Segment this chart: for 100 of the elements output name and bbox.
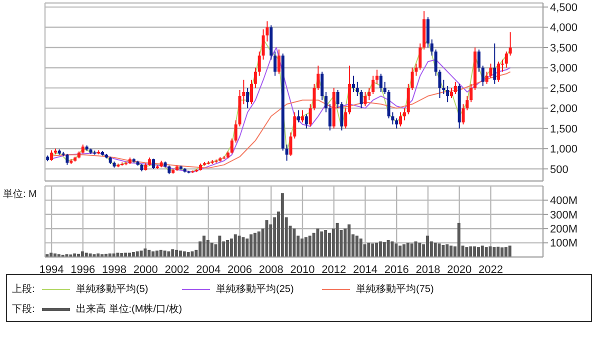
bar (202, 236, 206, 257)
x-tick-label: 2010 (290, 264, 315, 276)
bar (148, 250, 151, 257)
bar (414, 241, 418, 257)
bar (320, 231, 324, 257)
candlestick (250, 79, 254, 105)
candlestick (277, 49, 280, 74)
candlestick (230, 138, 234, 154)
bar (171, 249, 174, 257)
y-tick-label: 2,000 (550, 103, 578, 116)
bar (280, 193, 284, 257)
y-tick-label: 3,000 (550, 62, 578, 75)
bar (375, 242, 378, 257)
bar (426, 236, 430, 257)
candlestick (308, 104, 312, 127)
candlestick (418, 42, 422, 70)
bar (465, 247, 468, 257)
candlestick (402, 108, 406, 121)
candlestick (246, 87, 250, 109)
bar (378, 241, 382, 257)
bar (178, 250, 182, 257)
x-tick-label: 2012 (322, 264, 346, 276)
candlestick (395, 118, 398, 129)
bar (218, 236, 222, 257)
candlestick (285, 144, 288, 162)
candlestick (497, 61, 500, 82)
candlestick (446, 85, 450, 103)
candlestick (364, 92, 367, 107)
line-series (51, 71, 511, 169)
bar (226, 240, 230, 257)
y-axis-title: 単位: M (3, 188, 37, 201)
bar (355, 236, 358, 257)
bar (504, 247, 508, 257)
candlestick (328, 104, 332, 131)
x-tick-label: 2022 (478, 264, 503, 276)
bar (492, 247, 496, 257)
candlestick (450, 87, 454, 99)
bar (312, 232, 316, 257)
x-tick-label: 2018 (416, 264, 440, 276)
bar (257, 231, 260, 257)
candlestick (320, 71, 324, 101)
bar (344, 228, 347, 257)
x-tick-label: 2002 (164, 264, 190, 276)
candlestick (304, 114, 308, 129)
bar (163, 250, 166, 257)
candlestick (379, 73, 382, 92)
candlestick (300, 110, 304, 123)
bar (488, 246, 492, 257)
bar (304, 237, 308, 257)
bar (410, 244, 414, 257)
bar (386, 240, 390, 257)
bar (234, 234, 237, 257)
bar (469, 246, 472, 257)
candlestick (454, 81, 457, 95)
x-tick-label: 1998 (102, 264, 127, 276)
candlestick (356, 81, 359, 97)
bar (230, 238, 233, 257)
bar (406, 242, 410, 257)
y-tick-label: 4,000 (550, 22, 578, 34)
candlestick (372, 75, 375, 95)
text: 上段: (12, 282, 36, 296)
candlestick (430, 38, 434, 56)
candlestick (289, 132, 292, 156)
bar (398, 246, 402, 257)
candlestick (234, 120, 238, 144)
candlestick (493, 42, 496, 84)
y-tick-label: 500 (550, 164, 568, 176)
bar (496, 246, 500, 257)
y-tick-label: 1,000 (550, 144, 578, 156)
bar (328, 232, 331, 257)
bar (367, 242, 370, 257)
bar (446, 244, 449, 257)
candlestick (508, 32, 512, 56)
bar (186, 252, 190, 257)
bar (210, 242, 214, 257)
bar (457, 222, 460, 257)
bar (508, 246, 512, 257)
bar (450, 246, 453, 257)
legend-label: 単純移動平均(5) (76, 283, 148, 296)
bar (246, 238, 249, 257)
candlestick (352, 75, 355, 92)
candlestick (254, 67, 257, 88)
candlestick (477, 49, 480, 72)
x-tick-label: 2006 (228, 264, 252, 276)
y-tick-label: 200M (550, 224, 578, 236)
candlestick (442, 79, 446, 95)
candlestick (360, 89, 363, 109)
candlestick (344, 108, 348, 129)
bar (128, 252, 131, 257)
bar (155, 250, 158, 257)
bar (144, 248, 147, 257)
x-tick-label: 2008 (258, 264, 284, 276)
x-tick-label: 2014 (352, 264, 378, 276)
bar (348, 224, 351, 257)
candlestick (324, 92, 328, 113)
bar (300, 238, 304, 257)
bar (402, 244, 406, 257)
bar (324, 230, 328, 257)
x-tick-label: 1994 (39, 264, 64, 276)
bar (250, 234, 253, 257)
